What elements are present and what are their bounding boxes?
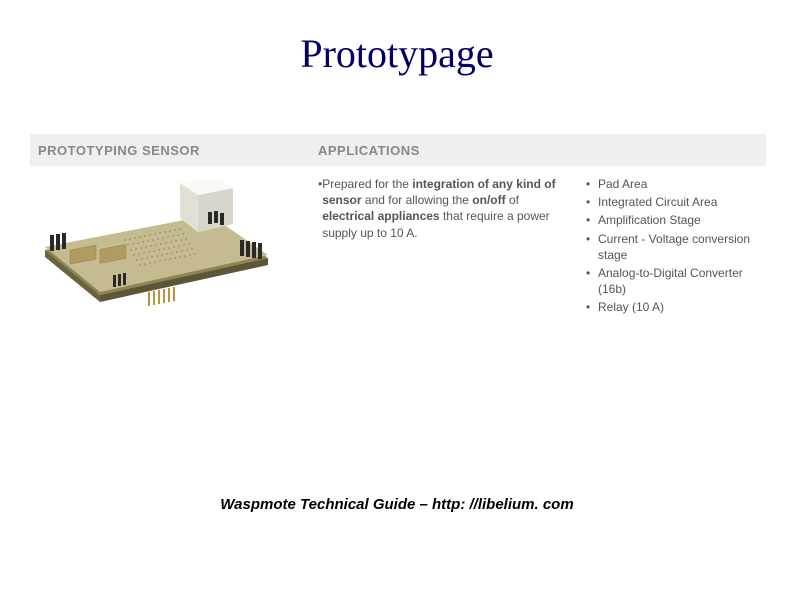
list-item: Current - Voltage conversion stage bbox=[586, 231, 766, 263]
footer: Waspmote Technical Guide – http: //libel… bbox=[0, 496, 794, 514]
table-header: PROTOTYPING SENSOR APPLICATIONS bbox=[30, 134, 766, 166]
list-item: Integrated Circuit Area bbox=[586, 194, 766, 210]
features-cell: Pad Area Integrated Circuit Area Amplifi… bbox=[586, 174, 766, 320]
header-col-sensor: PROTOTYPING SENSOR bbox=[30, 143, 318, 158]
applications-cell: • Prepared for the integration of any ki… bbox=[318, 174, 586, 320]
list-item: Pad Area bbox=[586, 176, 766, 192]
slide-title-container: Prototypage bbox=[0, 30, 794, 77]
list-item: Analog-to-Digital Converter (16b) bbox=[586, 265, 766, 297]
list-item: Relay (10 A) bbox=[586, 299, 766, 315]
header-col-applications: APPLICATIONS bbox=[318, 143, 420, 158]
features-list: Pad Area Integrated Circuit Area Amplifi… bbox=[586, 176, 766, 316]
content-row: • Prepared for the integration of any ki… bbox=[30, 174, 766, 320]
prototyping-board-illustration bbox=[30, 180, 280, 315]
slide-title: Prototypage bbox=[300, 31, 493, 76]
footer-citation: Waspmote Technical Guide – http: //libel… bbox=[220, 496, 573, 513]
list-item: Amplification Stage bbox=[586, 212, 766, 228]
application-text: Prepared for the integration of any kind… bbox=[322, 176, 568, 241]
sensor-image-cell bbox=[30, 174, 318, 320]
